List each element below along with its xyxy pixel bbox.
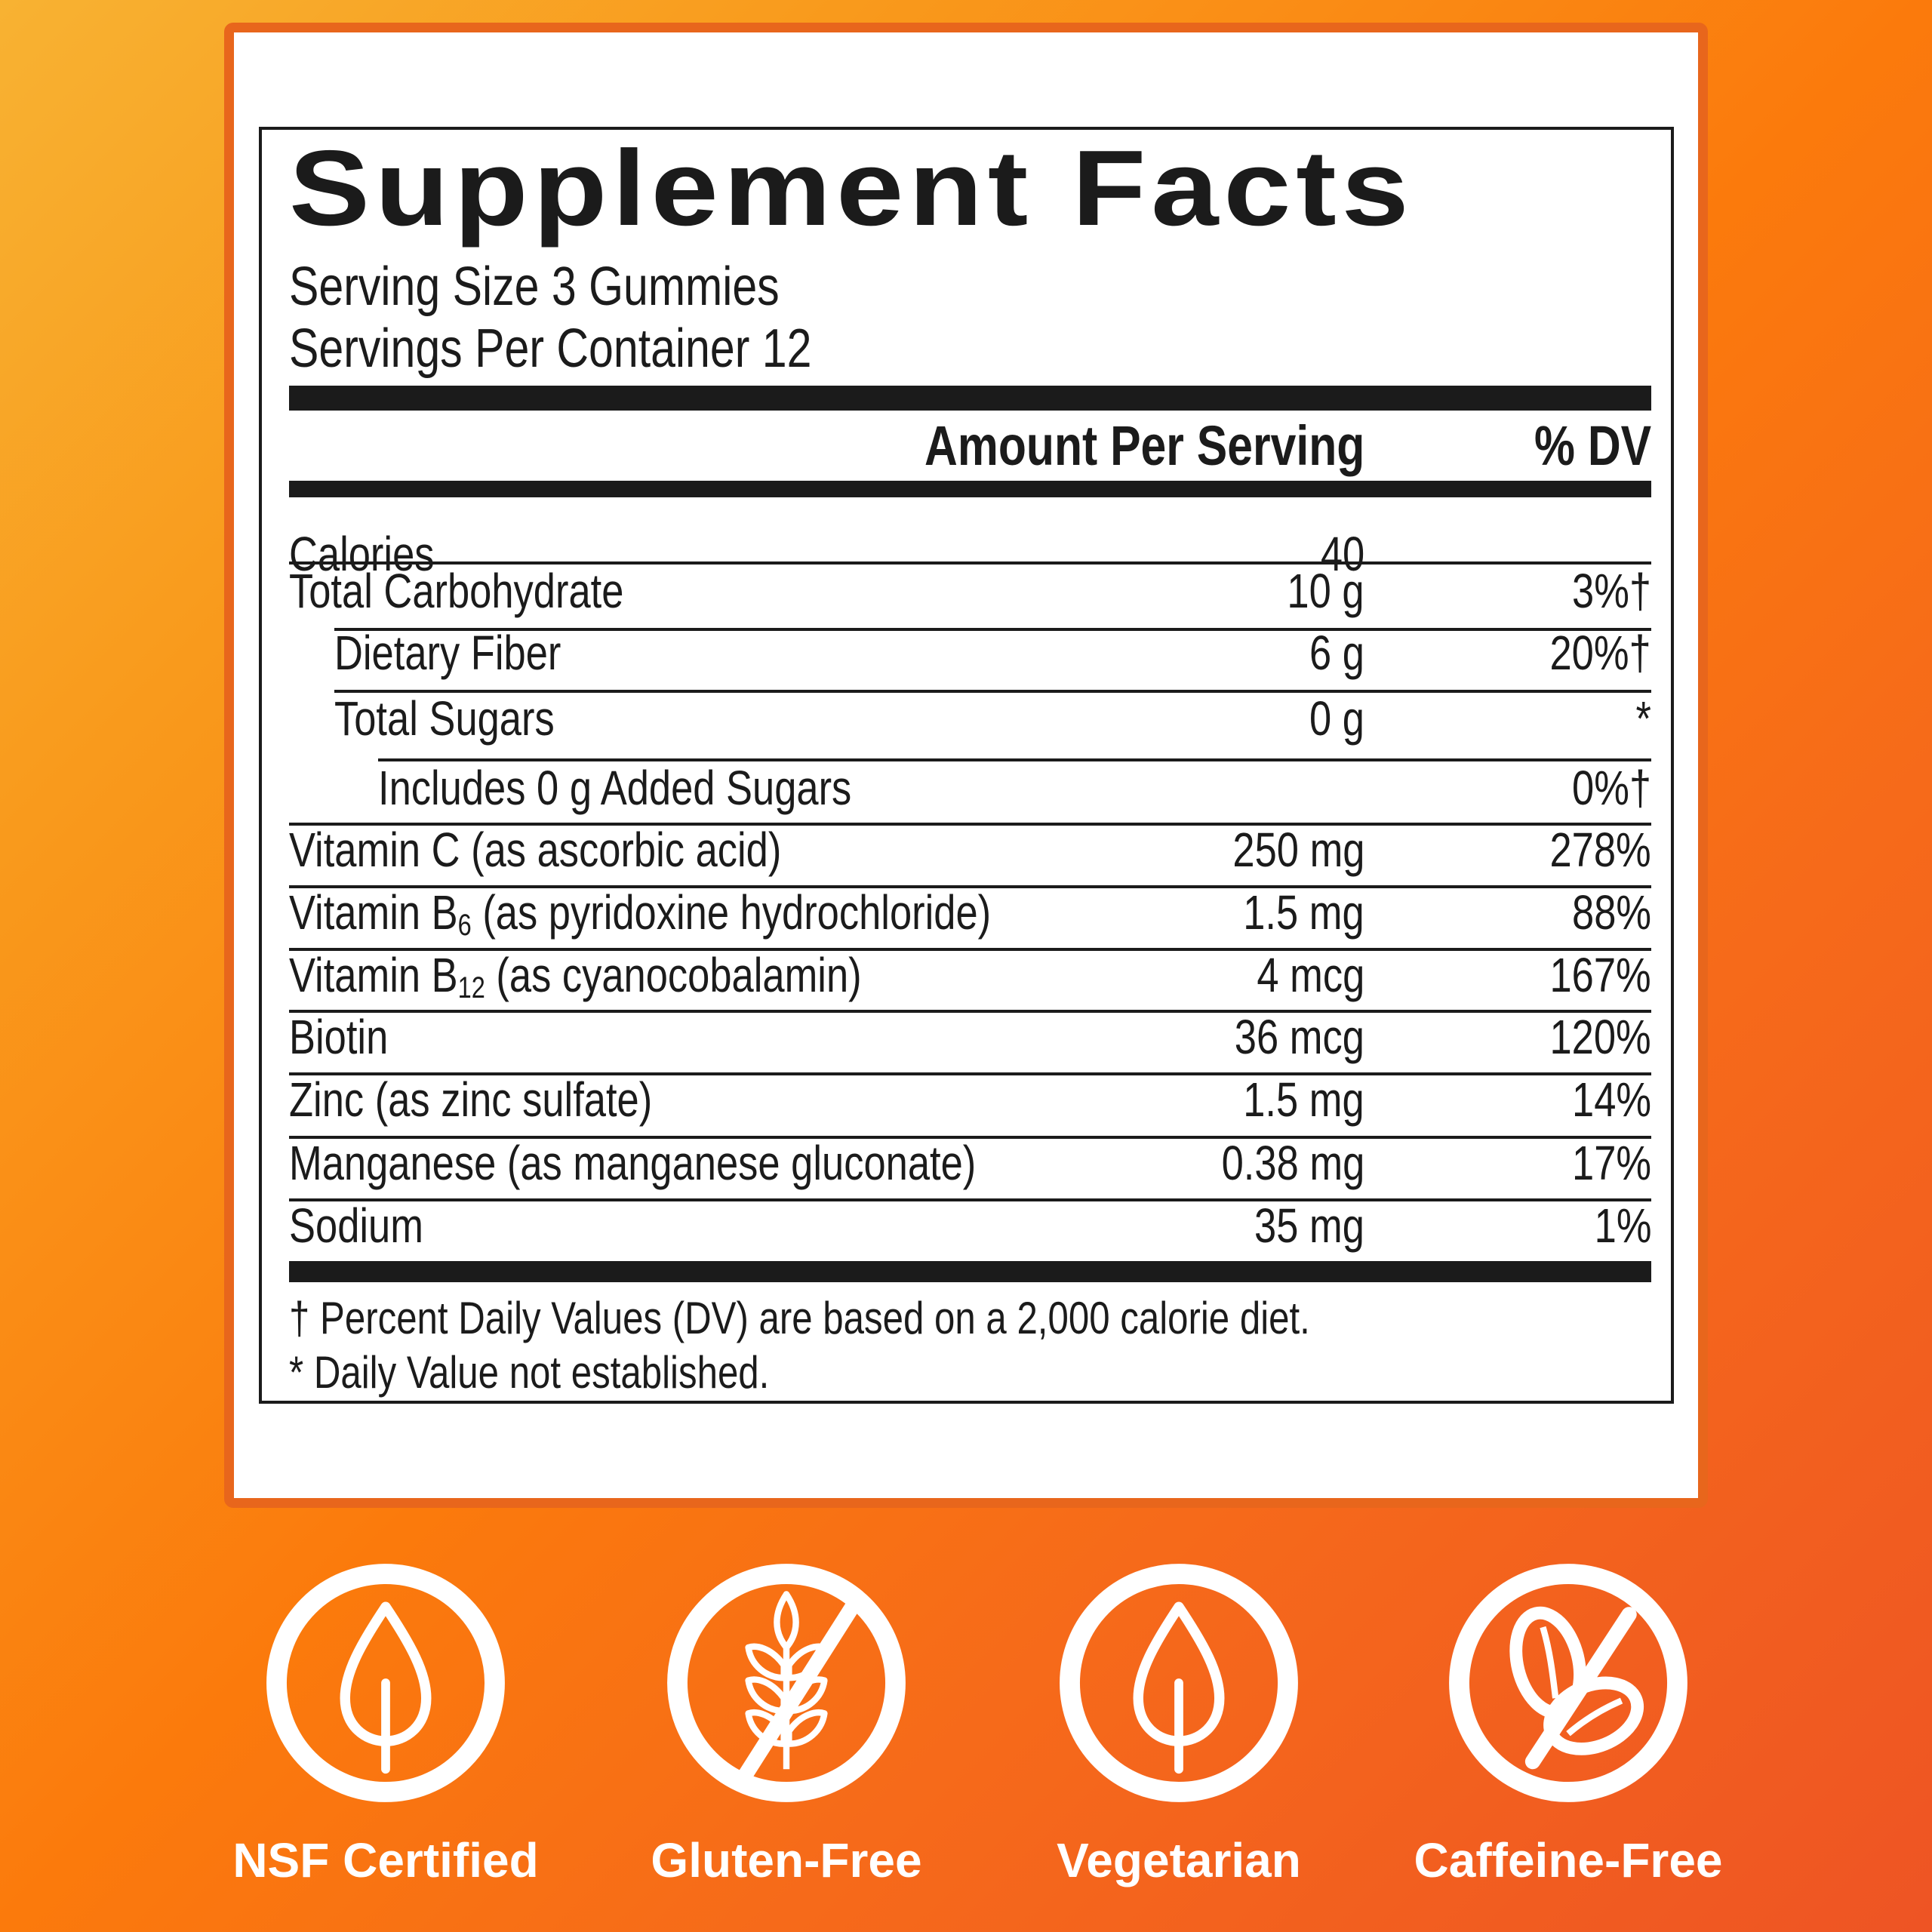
dv-header: % DV (1534, 414, 1651, 477)
row-divider (289, 1072, 1651, 1075)
nutrient-row: Vitamin B12 (as cyanocobalamin) 4 mcg 167% (289, 946, 1651, 1013)
nutrient-dv: 167% (1549, 948, 1651, 1002)
footnote-not-established: * Daily Value not established. (289, 1347, 770, 1398)
nutrient-amount: 36 mcg (1234, 1010, 1364, 1064)
nutrient-dv: 1% (1594, 1198, 1651, 1253)
row-divider (289, 1010, 1651, 1013)
nutrient-amount: 0 g (1309, 691, 1364, 746)
serving-size: Serving Size 3 Gummies (289, 257, 780, 317)
badge-nsf-certified: NSF Certified (227, 1540, 544, 1917)
nutrient-row: Vitamin C (as ascorbic acid) 250 mg 278% (289, 821, 1651, 888)
nutrient-amount: 4 mcg (1257, 948, 1364, 1002)
badge-label: NSF Certified (232, 1833, 539, 1887)
badge-vegetarian: Vegetarian (1020, 1540, 1337, 1917)
row-divider (289, 823, 1651, 826)
no-coffee-bean-icon (1449, 1564, 1687, 1802)
nutrient-amount: 1.5 mg (1243, 1072, 1364, 1127)
nutrient-amount: 40 (1320, 527, 1364, 581)
row-divider (334, 690, 1651, 693)
nutrient-row: Sodium 35 mg 1% (289, 1197, 1651, 1257)
nutrient-name: Zinc (as zinc sulfate) (289, 1072, 653, 1127)
nutrient-name: Total Carbohydrate (289, 564, 624, 618)
row-divider (378, 758, 1651, 761)
footnote-dv: † Percent Daily Values (DV) are based on… (289, 1293, 1310, 1343)
divider-thick-header (289, 481, 1651, 497)
supplement-facts-panel: Supplement Facts Serving Size 3 Gummies … (259, 127, 1674, 1404)
nutrient-dv: 20%† (1549, 626, 1651, 680)
divider-thick-top (289, 386, 1651, 411)
row-divider (334, 628, 1651, 631)
nutrient-amount: 1.5 mg (1243, 885, 1364, 940)
badge-row: NSF Certified Gluten-Free Vegetarian (0, 1540, 1932, 1932)
badge-label: Gluten-Free (651, 1833, 922, 1887)
nutrient-amount: 35 mg (1254, 1198, 1364, 1253)
row-divider (289, 885, 1651, 888)
nutrient-dv: 17% (1571, 1136, 1651, 1190)
nutrient-row: Calories 40 (289, 525, 1651, 581)
nutrient-name: Total Sugars (334, 691, 555, 746)
badge-caffeine-free: Caffeine-Free (1410, 1540, 1727, 1917)
row-divider (289, 561, 1651, 565)
nutrient-row: Zinc (as zinc sulfate) 1.5 mg 14% (289, 1071, 1651, 1139)
leaf-icon (266, 1564, 505, 1802)
nutrient-dv: 14% (1571, 1072, 1651, 1127)
nutrient-dv: 0%† (1571, 761, 1651, 815)
servings-per-container: Servings Per Container 12 (289, 318, 812, 379)
nutrient-row: Includes 0 g Added Sugars 0%† (289, 759, 1651, 826)
row-divider (289, 1198, 1651, 1201)
nutrient-amount: 0.38 mg (1221, 1136, 1364, 1190)
nutrient-dv: 88% (1571, 885, 1651, 940)
nutrient-name: Manganese (as manganese gluconate) (289, 1136, 977, 1190)
nutrient-row: Biotin 36 mcg 120% (289, 1008, 1651, 1075)
nutrient-amount: 250 mg (1232, 823, 1364, 877)
nutrient-name: Biotin (289, 1010, 389, 1064)
nutrient-name: Sodium (289, 1198, 423, 1253)
nutrient-name: Calories (289, 527, 435, 581)
nutrient-row: Vitamin B6 (as pyridoxine hydrochloride)… (289, 884, 1651, 951)
badge-label: Vegetarian (1057, 1833, 1301, 1887)
nutrient-name: Dietary Fiber (334, 626, 561, 680)
nutrient-name: Vitamin B12 (as cyanocobalamin) (289, 948, 862, 1004)
nutrient-dv: 120% (1549, 1010, 1651, 1064)
nutrient-name: Includes 0 g Added Sugars (378, 761, 852, 815)
nutrient-row: Dietary Fiber 6 g 20%† (289, 624, 1651, 693)
nutrient-amount: 10 g (1287, 564, 1364, 618)
nutrient-name: Vitamin B6 (as pyridoxine hydrochloride) (289, 885, 992, 942)
nutrient-row: Manganese (as manganese gluconate) 0.38 m… (289, 1134, 1651, 1201)
amount-header: Amount Per Serving (924, 414, 1364, 477)
divider-thick-bottom (289, 1261, 1651, 1282)
column-header: Amount Per Serving % DV (289, 411, 1651, 481)
no-wheat-icon (667, 1564, 906, 1802)
row-divider (289, 1136, 1651, 1139)
leaf-icon (1060, 1564, 1298, 1802)
nutrient-row: Total Sugars 0 g * (289, 690, 1651, 761)
badge-gluten-free: Gluten-Free (628, 1540, 945, 1917)
nutrient-row: Total Carbohydrate 10 g 3%† (289, 562, 1651, 631)
row-divider (289, 948, 1651, 951)
panel-title: Supplement Facts (289, 128, 1414, 248)
nutrient-name: Vitamin C (as ascorbic acid) (289, 823, 782, 877)
badge-label: Caffeine-Free (1414, 1833, 1723, 1887)
nutrient-dv: 278% (1549, 823, 1651, 877)
nutrient-dv: 3%† (1571, 564, 1651, 618)
nutrient-amount: 6 g (1309, 626, 1364, 680)
nutrient-dv: * (1635, 691, 1651, 746)
